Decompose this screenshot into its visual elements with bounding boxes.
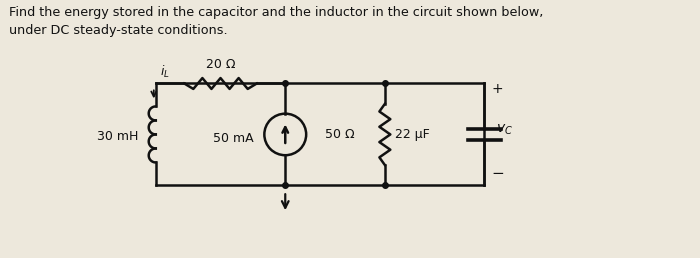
Text: Find the energy stored in the capacitor and the inductor in the circuit shown be: Find the energy stored in the capacitor … <box>9 6 544 19</box>
Text: 22 μF: 22 μF <box>395 128 430 141</box>
Text: 30 mH: 30 mH <box>97 130 139 143</box>
Text: $v_C$: $v_C$ <box>496 122 513 137</box>
Text: −: − <box>491 166 504 181</box>
Text: +: + <box>491 82 503 96</box>
Text: 50 mA: 50 mA <box>213 132 253 145</box>
Text: 20 Ω: 20 Ω <box>206 58 235 71</box>
Text: $i_L$: $i_L$ <box>160 63 169 79</box>
Text: 50 Ω: 50 Ω <box>326 128 355 141</box>
Text: under DC steady-state conditions.: under DC steady-state conditions. <box>9 24 228 37</box>
